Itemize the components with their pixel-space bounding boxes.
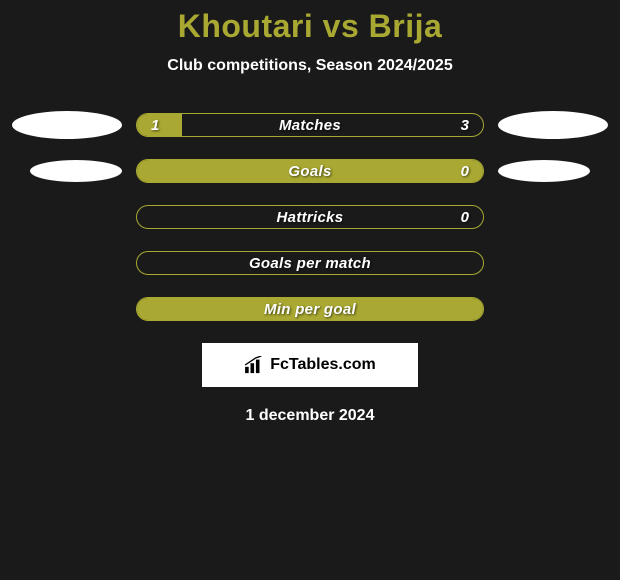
logo-text: FcTables.com <box>270 356 376 374</box>
comparison-row: 1Matches3 <box>0 113 620 137</box>
player-left-marker <box>12 111 122 139</box>
bar-chart-icon <box>244 356 266 374</box>
player-right-marker <box>498 160 590 182</box>
stat-bar: Goals0 <box>136 159 484 183</box>
player-right-marker <box>498 111 608 139</box>
comparison-row: Min per goal <box>0 297 620 321</box>
stat-label: Hattricks <box>137 206 483 228</box>
comparison-row: Goals0 <box>0 159 620 183</box>
stat-bar: 1Matches3 <box>136 113 484 137</box>
comparison-row: Goals per match <box>0 251 620 275</box>
date-text: 1 december 2024 <box>0 407 620 425</box>
stat-label: Min per goal <box>137 298 483 320</box>
stat-bar: Hattricks0 <box>136 205 484 229</box>
stat-value-right: 3 <box>461 114 469 136</box>
fctables-logo[interactable]: FcTables.com <box>202 343 418 387</box>
comparison-row: Hattricks0 <box>0 205 620 229</box>
stat-label: Matches <box>137 114 483 136</box>
comparison-container: Khoutari vs Brija Club competitions, Sea… <box>0 0 620 580</box>
subtitle: Club competitions, Season 2024/2025 <box>0 57 620 75</box>
stat-value-right: 0 <box>461 206 469 228</box>
stat-bar: Goals per match <box>136 251 484 275</box>
player-left-marker <box>30 160 122 182</box>
stat-value-right: 0 <box>461 160 469 182</box>
page-title: Khoutari vs Brija <box>0 8 620 45</box>
bars-region: 1Matches3Goals0Hattricks0Goals per match… <box>0 113 620 321</box>
stat-bar: Min per goal <box>136 297 484 321</box>
stat-label: Goals per match <box>137 252 483 274</box>
stat-label: Goals <box>137 160 483 182</box>
